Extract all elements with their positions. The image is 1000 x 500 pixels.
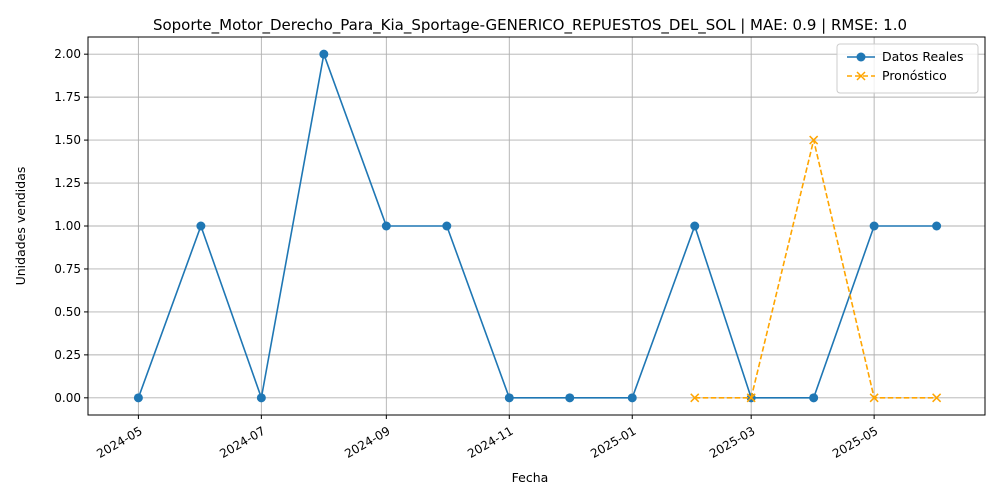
data-point-1 xyxy=(746,393,756,403)
y-axis: 0.00 0.25 0.50 0.75 1.00 1.25 1.50 1.75 2.00 xyxy=(54,47,88,405)
data-point-0 xyxy=(196,221,206,231)
data-point-0 xyxy=(133,393,143,403)
data-point-0 xyxy=(809,393,819,403)
x-tick-label: 2025-01 xyxy=(588,424,638,461)
data-point-1 xyxy=(932,393,942,403)
data-point-0 xyxy=(869,221,879,231)
x-axis: 2024-05 2024-07 2024-09 2024-11 2025-01 2025-… xyxy=(94,415,880,461)
y-tick-label: 1.25 xyxy=(54,176,81,190)
y-tick-label: 0.50 xyxy=(54,305,81,319)
legend-label-real: Datos Reales xyxy=(882,49,963,64)
grid xyxy=(88,37,985,415)
y-tick-label: 1.00 xyxy=(54,219,81,233)
data-point-0 xyxy=(256,393,266,403)
x-tick-label: 2025-05 xyxy=(830,424,880,461)
data-point-1 xyxy=(869,393,879,403)
series-layer xyxy=(133,49,942,403)
y-tick-label: 0.75 xyxy=(54,262,81,276)
data-point-0 xyxy=(319,49,329,59)
y-tick-label: 0.25 xyxy=(54,348,81,362)
data-point-1 xyxy=(809,135,819,145)
data-point-0 xyxy=(932,221,942,231)
y-tick-label: 2.00 xyxy=(54,47,81,61)
data-point-1 xyxy=(690,393,700,403)
y-tick-label: 0.00 xyxy=(54,391,81,405)
y-tick-label: 1.75 xyxy=(54,90,81,104)
x-tick-label: 2025-03 xyxy=(707,424,757,461)
x-axis-label: Fecha xyxy=(512,470,549,485)
data-point-0 xyxy=(381,221,391,231)
data-point-0 xyxy=(627,393,637,403)
data-point-0 xyxy=(442,221,452,231)
x-tick-label: 2024-07 xyxy=(217,424,267,461)
x-tick-label: 2024-11 xyxy=(465,424,515,461)
x-tick-label: 2024-05 xyxy=(94,424,144,461)
chart-title: Soporte_Motor_Derecho_Para_Kia_Sportage-… xyxy=(153,16,907,35)
x-tick-label: 2024-09 xyxy=(342,424,392,461)
y-axis-label: Unidades vendidas xyxy=(13,167,28,286)
data-point-0 xyxy=(690,221,700,231)
legend: Datos Reales Pronóstico xyxy=(836,43,979,94)
legend-marker-real xyxy=(856,52,866,62)
legend-marker-forecast xyxy=(856,71,866,81)
series-line-0 xyxy=(137,51,937,401)
data-point-0 xyxy=(565,393,575,403)
legend-label-forecast: Pronóstico xyxy=(882,68,947,83)
data-point-0 xyxy=(504,393,514,403)
y-tick-label: 1.50 xyxy=(54,133,81,147)
